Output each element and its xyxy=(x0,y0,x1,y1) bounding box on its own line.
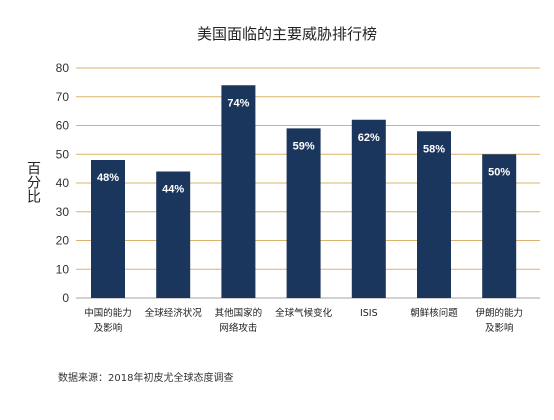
x-tick-label: 朝鲜核问题 xyxy=(410,307,458,319)
bar xyxy=(351,119,386,298)
x-tick-label: 其他国家的 xyxy=(215,307,263,319)
y-tick-label: 70 xyxy=(56,90,70,104)
y-tick-label: 20 xyxy=(56,234,70,248)
y-tick-label: 60 xyxy=(56,119,70,133)
x-tick-label: 全球气候变化 xyxy=(275,307,333,319)
y-axis-label: 百分比 xyxy=(25,161,41,203)
bar-value-label: 44% xyxy=(162,184,184,196)
bar xyxy=(156,171,191,298)
x-tick-label: 网络攻击 xyxy=(219,322,257,334)
x-tick-label: 及影响 xyxy=(485,322,514,334)
bar-value-label: 62% xyxy=(358,132,380,144)
y-axis-ticks: 0 10 20 30 40 50 60 70 80 xyxy=(56,61,70,305)
bar-value-label: 59% xyxy=(293,140,315,152)
y-tick-label: 40 xyxy=(56,176,70,190)
x-tick-label: 中国的能力 xyxy=(84,307,132,319)
bar xyxy=(482,154,517,298)
bar xyxy=(91,160,125,298)
source-note: 数据来源：2018年初皮尤全球态度调查 xyxy=(58,371,233,384)
bar xyxy=(221,85,256,298)
y-tick-label: 10 xyxy=(56,262,70,276)
bar-value-label: 74% xyxy=(227,97,249,109)
bar xyxy=(286,128,321,298)
y-tick-label: 0 xyxy=(62,291,69,305)
bar xyxy=(417,131,451,298)
bar-value-label: 58% xyxy=(423,143,445,155)
bars: 48% 44% 74% 59% 62% 58% 50% xyxy=(91,85,517,298)
x-tick-label: ISIS xyxy=(360,308,378,319)
x-tick-label: 及影响 xyxy=(94,322,123,334)
x-tick-label: 伊朗的能力 xyxy=(475,307,523,319)
x-tick-label: 全球经济状况 xyxy=(145,307,203,319)
bar-value-label: 50% xyxy=(488,166,510,178)
bar-value-label: 48% xyxy=(97,172,119,184)
y-tick-label: 30 xyxy=(56,205,70,219)
y-tick-label: 50 xyxy=(56,147,70,161)
y-tick-label: 80 xyxy=(56,61,70,75)
chart-title: 美国面临的主要威胁排行榜 xyxy=(197,25,377,43)
